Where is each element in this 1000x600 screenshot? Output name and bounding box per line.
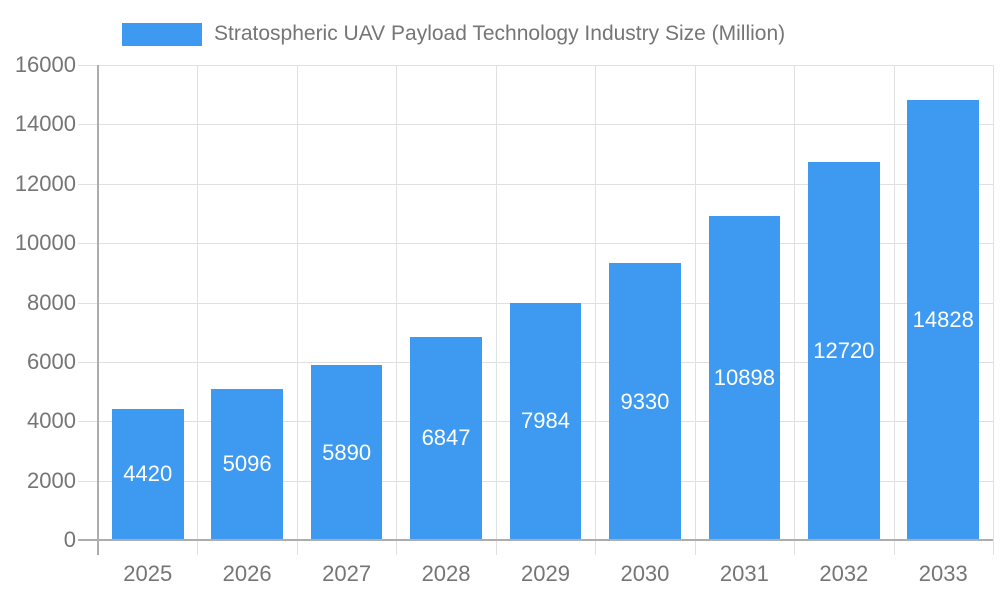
bar-2031[interactable]: 10898	[708, 216, 781, 540]
bar-value-label: 10898	[713, 365, 775, 391]
h-gridline	[78, 183, 993, 185]
bar-value-label: 9330	[620, 388, 670, 414]
bar-value-label: 14828	[912, 306, 974, 332]
y-axis-label: 14000	[14, 111, 76, 137]
v-gridline	[794, 65, 796, 555]
y-axis-label: 0	[63, 527, 76, 552]
v-gridline	[595, 65, 597, 555]
v-gridline	[993, 65, 994, 555]
v-gridline	[694, 65, 696, 555]
y-axis-label: 8000	[27, 289, 76, 315]
x-axis-label: 2031	[719, 561, 769, 586]
x-axis-label: 2028	[421, 561, 471, 586]
y-axis-label: 6000	[27, 348, 76, 374]
bar-2028[interactable]: 6847	[410, 336, 482, 540]
x-axis-label: 2032	[819, 561, 869, 586]
h-gridline	[78, 124, 993, 126]
y-axis-label: 16000	[14, 52, 76, 77]
x-axis-label: 2029	[521, 561, 570, 586]
bar-value-label: 12720	[813, 338, 875, 364]
x-axis-label: 2030	[620, 561, 670, 586]
y-axis-line	[97, 65, 99, 555]
bar-2030[interactable]: 9330	[609, 263, 681, 540]
y-axis-label: 10000	[14, 230, 76, 256]
y-axis-label: 2000	[27, 467, 76, 493]
x-axis-label: 2026	[222, 561, 272, 586]
bar-2025[interactable]: 4420	[111, 408, 184, 540]
x-axis-label: 2025	[123, 561, 173, 586]
bar-2033[interactable]: 14828	[907, 99, 980, 540]
bar-value-label: 5890	[322, 439, 372, 465]
legend-swatch	[122, 22, 202, 46]
bar-value-label: 5096	[222, 451, 272, 477]
v-gridline	[197, 65, 199, 555]
bar-value-label: 7984	[521, 408, 570, 434]
x-axis-label: 2033	[918, 561, 968, 586]
bar-value-label: 4420	[123, 461, 173, 487]
v-gridline	[495, 65, 497, 555]
bar-2027[interactable]: 5890	[310, 365, 383, 540]
legend-label: Stratospheric UAV Payload Technology Ind…	[214, 22, 786, 45]
v-gridline	[296, 65, 298, 555]
x-axis-label: 2027	[322, 561, 372, 586]
y-axis-label: 12000	[14, 170, 76, 196]
x-axis-line	[78, 539, 993, 541]
bar-value-label: 6847	[421, 425, 471, 451]
v-gridline	[396, 65, 398, 555]
h-gridline	[78, 243, 993, 245]
bar-2026[interactable]: 5096	[211, 388, 283, 540]
y-axis-label: 4000	[27, 408, 76, 434]
v-gridline	[893, 65, 895, 555]
bar-2029[interactable]: 7984	[509, 302, 582, 540]
chart-legend[interactable]: Stratospheric UAV Payload Technology Ind…	[122, 22, 785, 46]
h-gridline	[78, 65, 993, 66]
bar-2032[interactable]: 12720	[808, 162, 880, 540]
